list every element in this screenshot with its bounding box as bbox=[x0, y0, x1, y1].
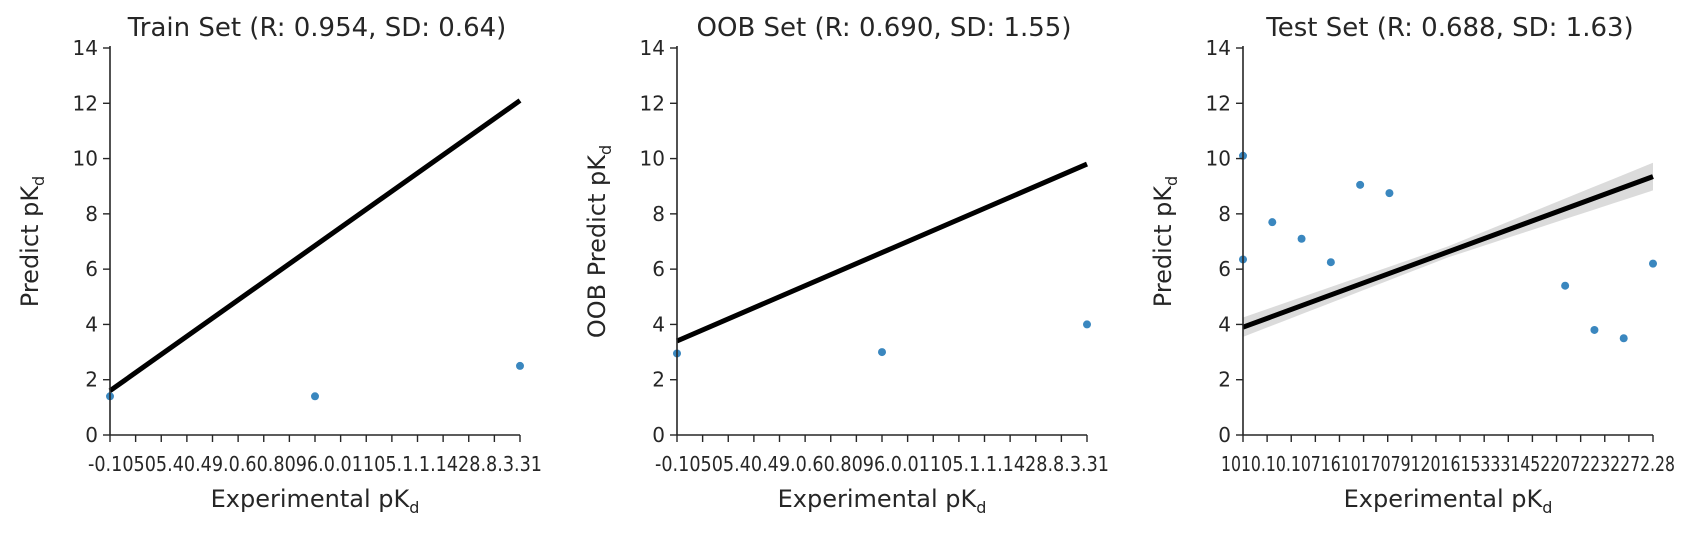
data-point bbox=[1268, 218, 1277, 227]
y-tick-label: 4 bbox=[652, 312, 665, 336]
y-axis-label: OOB Predict pKd bbox=[583, 145, 615, 338]
x-axis-label: Experimental pKd bbox=[211, 485, 420, 517]
y-tick-label: 6 bbox=[1218, 257, 1231, 281]
x-axis-label-main: Experimental pK bbox=[1344, 485, 1544, 513]
chart-title: OOB Set (R: 0.690, SD: 1.55) bbox=[697, 13, 1072, 43]
data-point bbox=[1297, 234, 1306, 243]
y-tick-label: 10 bbox=[73, 147, 98, 171]
y-tick-label: 14 bbox=[640, 36, 665, 60]
data-point bbox=[878, 348, 886, 357]
data-point bbox=[1619, 334, 1628, 343]
y-tick-label: 14 bbox=[73, 36, 98, 60]
y-axis-label-sub: d bbox=[1162, 176, 1181, 186]
data-point bbox=[1590, 325, 1599, 334]
data-point bbox=[311, 392, 319, 401]
y-tick-label: 6 bbox=[652, 257, 665, 281]
y-tick-label: 8 bbox=[1218, 202, 1231, 226]
y-tick-label: 0 bbox=[1218, 423, 1231, 447]
y-tick-label: 4 bbox=[85, 312, 98, 336]
x-axis-label-sub: d bbox=[976, 498, 986, 517]
y-axis-label-main: OOB Predict pK bbox=[583, 154, 611, 338]
y-tick-label: 10 bbox=[640, 147, 665, 171]
y-axis-label: Predict pKd bbox=[1149, 176, 1181, 307]
data-point bbox=[1561, 281, 1570, 290]
data-point bbox=[1356, 180, 1365, 189]
y-tick-label: 0 bbox=[85, 423, 98, 447]
y-axis-label-main: Predict pK bbox=[1149, 185, 1177, 308]
y-tick-label: 12 bbox=[640, 91, 665, 115]
data-point bbox=[516, 361, 524, 370]
x-tick-labels: -0.10505.40.49.0.60.8096.0.01105.1.1.142… bbox=[88, 452, 542, 476]
y-axis-label: Predict pKd bbox=[16, 176, 48, 307]
test-panel: Test Set (R: 0.688, SD: 1.63) 0 2 4 6 8 10 12 14… bbox=[1149, 13, 1675, 517]
chart-title: Train Set (R: 0.954, SD: 0.64) bbox=[127, 13, 507, 43]
data-point bbox=[1326, 258, 1335, 267]
y-tick-label: 10 bbox=[1206, 147, 1231, 171]
x-axis-label: Experimental pKd bbox=[1344, 485, 1553, 517]
regression-line bbox=[676, 161, 1088, 344]
oob-panel: OOB Set (R: 0.690, SD: 1.55) 0 2 4 6 8 10 12 14 -… bbox=[583, 13, 1109, 517]
y-tick-label: 0 bbox=[652, 423, 665, 447]
y-tick-label: 14 bbox=[1206, 36, 1231, 60]
y-axis-label-main: Predict pK bbox=[16, 185, 44, 308]
train-panel: Train Set (R: 0.954, SD: 0.64) 0 2 4 6 8 10 12 1… bbox=[16, 13, 542, 517]
x-axis-label-main: Experimental pK bbox=[211, 485, 411, 513]
data-point bbox=[1649, 259, 1657, 268]
regression-line bbox=[108, 98, 522, 393]
x-tick-labels: 1010.10.10716101707912016153331452207223… bbox=[1221, 452, 1675, 476]
y-tick-label: 6 bbox=[85, 257, 98, 281]
x-axis-label-sub: d bbox=[1542, 498, 1552, 517]
y-tick-label: 4 bbox=[1218, 312, 1231, 336]
chart-title: Test Set (R: 0.688, SD: 1.63) bbox=[1265, 13, 1633, 43]
x-axis-label-sub: d bbox=[409, 498, 419, 517]
y-tick-label: 2 bbox=[652, 368, 665, 392]
y-tick-label: 12 bbox=[1206, 91, 1231, 115]
data-point bbox=[1385, 189, 1394, 198]
y-tick-label: 8 bbox=[652, 202, 665, 226]
x-tick-labels: -0.10505.40.49.0.60.8096.0.01105.1.1.142… bbox=[655, 452, 1109, 476]
y-axis-label-sub: d bbox=[29, 176, 48, 186]
y-tick-label: 12 bbox=[73, 91, 98, 115]
data-point bbox=[1083, 320, 1091, 329]
regression-line bbox=[1242, 174, 1654, 330]
x-axis-label: Experimental pKd bbox=[778, 485, 987, 517]
y-tick-label: 2 bbox=[85, 368, 98, 392]
y-tick-label: 8 bbox=[85, 202, 98, 226]
y-tick-label: 2 bbox=[1218, 368, 1231, 392]
x-axis-label-main: Experimental pK bbox=[778, 485, 978, 513]
y-axis-label-sub: d bbox=[596, 145, 615, 155]
